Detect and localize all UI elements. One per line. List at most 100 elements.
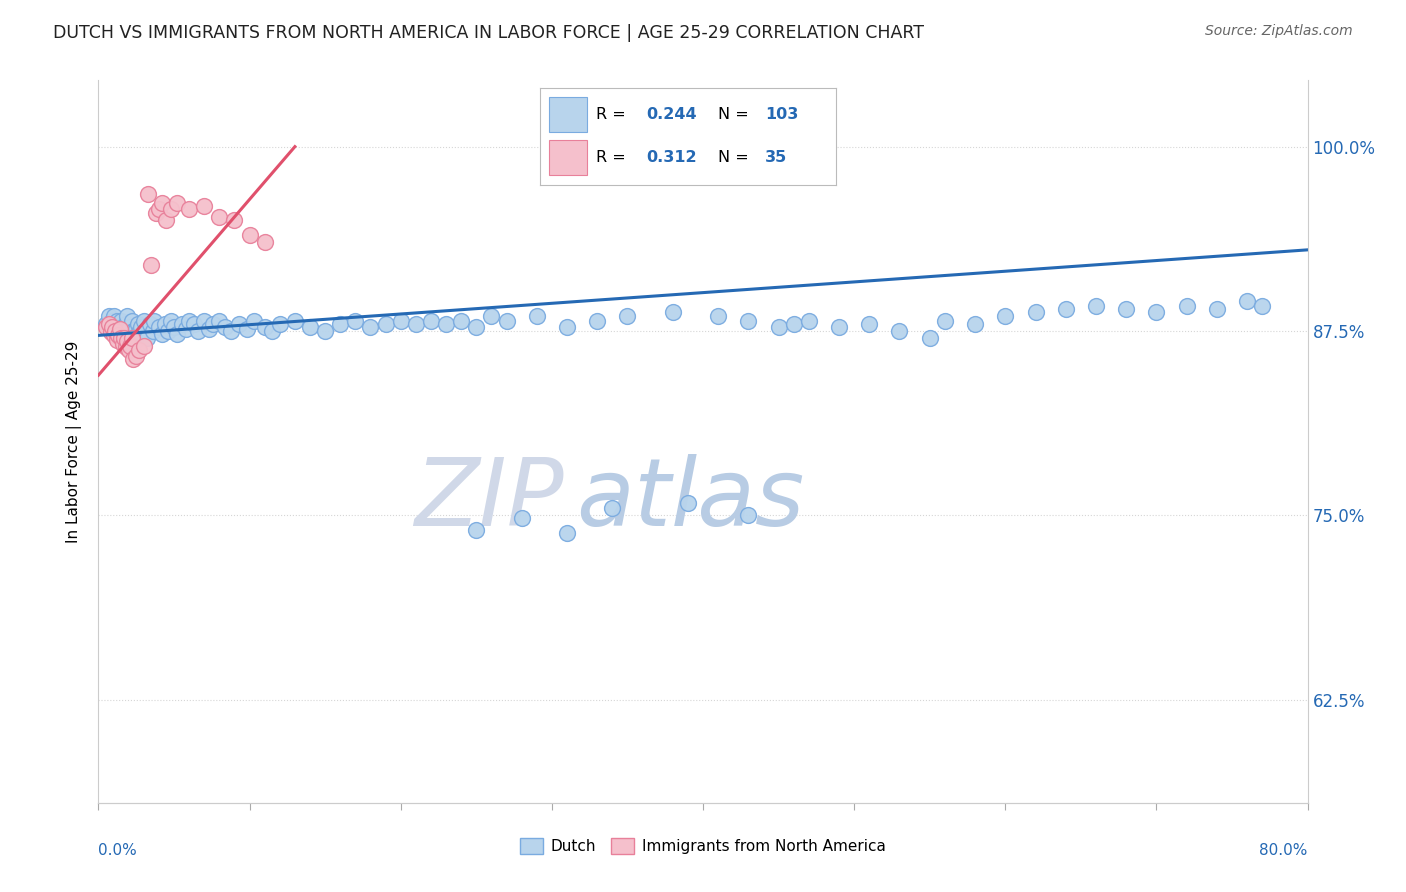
Point [110,331,132,345]
Point [187,324,209,338]
Point [434,317,457,331]
Point [224,213,246,227]
Point [166,326,188,341]
Text: ZIP: ZIP [415,454,564,545]
Point [100,326,122,340]
Point [110,313,132,327]
Point [495,313,517,327]
Point [142,324,165,338]
Point [481,309,503,323]
Point [114,317,136,331]
Point [1206,301,1229,316]
Point [208,313,231,327]
Point [889,324,911,338]
Point [243,313,266,327]
Text: 80.0%: 80.0% [1260,843,1308,857]
Point [221,324,243,338]
Point [918,331,941,345]
Point [214,319,236,334]
Point [134,324,156,338]
Point [114,340,136,354]
Point [98,309,121,323]
Point [284,313,307,327]
Point [510,511,533,525]
Point [661,305,683,319]
Point [121,331,143,345]
Point [115,309,138,323]
Point [115,322,138,336]
Point [101,319,124,334]
Point [262,324,284,338]
Point [193,199,215,213]
Point [111,337,134,351]
Point [148,319,170,334]
Point [555,525,578,540]
Point [103,309,125,323]
Point [143,313,166,327]
Point [235,322,257,336]
Point [105,313,128,327]
Point [465,523,488,537]
Point [132,339,155,353]
Point [150,326,173,341]
Point [420,313,443,327]
Point [100,319,122,334]
Point [450,313,472,327]
Point [125,349,148,363]
Point [153,317,176,331]
Point [124,334,146,349]
Point [111,319,134,334]
Point [141,258,163,272]
Text: Source: ZipAtlas.com: Source: ZipAtlas.com [1205,24,1353,38]
Point [108,322,131,336]
Point [707,309,730,323]
Point [121,313,143,327]
Point [299,319,322,334]
Point [107,328,129,343]
Point [1115,301,1137,316]
Point [103,322,125,336]
Point [107,319,129,334]
Legend: Dutch, Immigrants from North America: Dutch, Immigrants from North America [515,832,891,860]
Point [1251,299,1274,313]
Point [115,334,138,349]
Point [783,317,806,331]
Point [239,228,262,243]
Point [858,317,880,331]
Point [228,317,250,331]
Point [125,322,148,336]
Point [344,313,367,327]
Point [253,235,276,250]
Point [170,317,193,331]
Point [616,309,638,323]
Point [166,195,188,210]
Point [1236,294,1258,309]
Point [148,202,170,216]
Point [1144,305,1167,319]
Point [934,313,956,327]
Point [136,186,159,201]
Point [128,326,150,340]
Point [389,313,412,327]
Point [104,317,127,331]
Point [160,202,183,216]
Point [94,317,117,331]
Point [127,317,149,331]
Point [197,322,219,336]
Point [737,508,759,523]
Point [112,331,135,345]
Point [208,211,231,225]
Point [1175,299,1198,313]
Point [160,313,183,327]
Point [174,322,197,336]
Point [555,319,578,334]
Point [120,339,142,353]
Point [965,317,987,331]
Point [602,500,624,515]
Point [120,319,142,334]
Point [156,324,179,338]
Point [179,202,201,216]
Point [105,333,128,347]
Point [586,313,609,327]
Point [465,319,488,334]
